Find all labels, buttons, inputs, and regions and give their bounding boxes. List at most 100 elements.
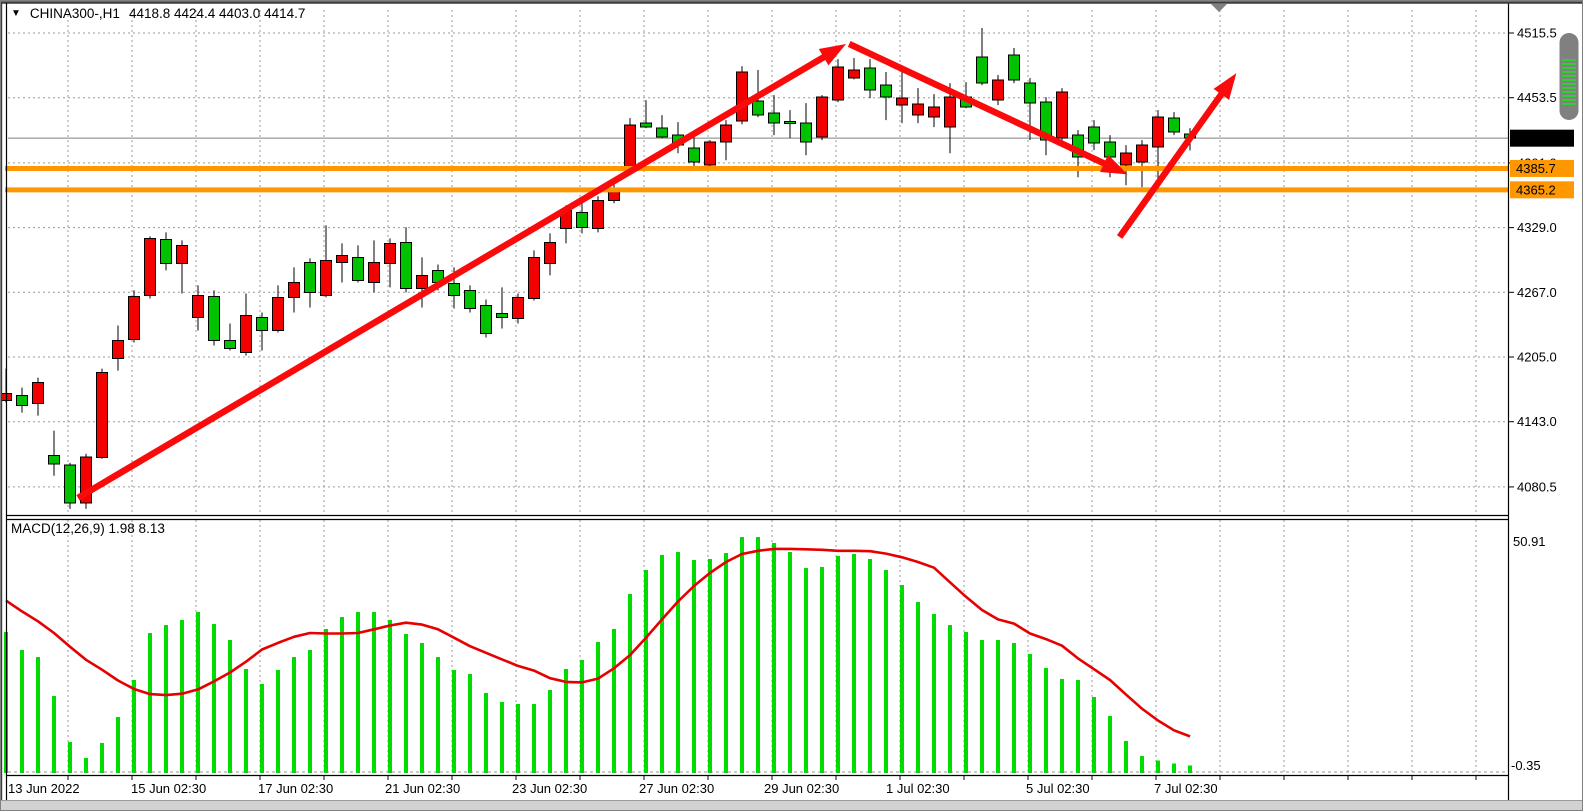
macd-histogram-bar xyxy=(420,642,424,773)
macd-histogram-bar xyxy=(1012,642,1016,773)
macd-histogram-bar xyxy=(596,641,600,773)
chart-shift-marker[interactable] xyxy=(1211,4,1227,12)
macd-histogram-bar xyxy=(996,640,1000,773)
macd-histogram-bar xyxy=(868,559,872,773)
candle-bearish xyxy=(176,244,188,264)
macd-histogram-bar xyxy=(20,649,24,773)
trend-arrow[interactable] xyxy=(1116,73,1237,239)
price-tick-label: 4080.5 xyxy=(1517,479,1557,494)
candle-bullish xyxy=(1024,82,1036,104)
candle-bearish xyxy=(96,372,108,459)
window-bottom-strip xyxy=(0,800,1583,811)
macd-histogram-bar xyxy=(484,693,488,773)
macd-histogram-bar xyxy=(964,632,968,773)
macd-histogram-bar xyxy=(900,585,904,773)
macd-histogram-bar xyxy=(788,552,792,773)
macd-histogram-bar xyxy=(932,614,936,773)
macd-histogram-bar xyxy=(804,568,808,773)
macd-histogram-bar xyxy=(228,640,232,773)
candle-bullish xyxy=(64,464,76,504)
candle-bearish xyxy=(32,382,44,405)
macd-histogram-bar xyxy=(68,742,72,773)
time-tick-label: 17 Jun 02:30 xyxy=(258,781,333,796)
candle-bullish xyxy=(224,340,236,350)
macd-histogram-bar xyxy=(580,659,584,773)
price-tick-label: 4329.0 xyxy=(1517,220,1557,235)
price-tick-label: 4453.5 xyxy=(1517,90,1557,105)
candle-bullish xyxy=(208,295,220,342)
time-tick-label: 15 Jun 02:30 xyxy=(131,781,206,796)
macd-histogram-bar xyxy=(1140,756,1144,773)
time-tick-label: 27 Jun 02:30 xyxy=(639,781,714,796)
candle-bearish xyxy=(624,124,636,168)
macd-histogram-bar xyxy=(212,624,216,773)
candle-bullish xyxy=(1040,101,1052,141)
candle-bullish xyxy=(576,211,588,228)
candle-bearish xyxy=(80,456,92,504)
macd-histogram-bar xyxy=(196,611,200,773)
symbol-period-label: CHINA300-,H1 xyxy=(29,6,120,21)
candle-bullish xyxy=(864,67,876,91)
time-tick-label: 1 Jul 02:30 xyxy=(886,781,950,796)
candle-bullish xyxy=(448,282,460,296)
candle-bullish xyxy=(1088,126,1100,144)
macd-histogram-bar xyxy=(244,669,248,773)
candle-bullish xyxy=(1008,54,1020,81)
trend-arrow[interactable] xyxy=(76,43,846,501)
macd-histogram-bar xyxy=(772,543,776,773)
candle-bullish xyxy=(688,147,700,163)
candle-bearish xyxy=(544,241,556,264)
macd-max-label: 50.91 xyxy=(1513,534,1546,549)
candle-bearish xyxy=(704,141,716,166)
candle-bearish xyxy=(720,124,732,143)
candle-bearish xyxy=(288,282,300,298)
macd-histogram-bar xyxy=(148,633,152,773)
macd-histogram-bar xyxy=(708,559,712,773)
candle-bearish xyxy=(144,237,156,296)
candle-bearish xyxy=(528,256,540,299)
candle-bearish xyxy=(240,314,252,354)
macd-histogram-bar xyxy=(1188,765,1192,773)
macd-histogram-bar xyxy=(132,680,136,773)
candle-bearish xyxy=(928,106,940,118)
macd-histogram-bar xyxy=(516,704,520,773)
level-price-tag xyxy=(1510,181,1574,199)
macd-histogram-bar xyxy=(948,625,952,773)
macd-histogram-bar xyxy=(164,625,168,773)
macd-histogram-bar xyxy=(100,743,104,773)
macd-histogram-bar xyxy=(916,601,920,773)
macd-histogram-bar xyxy=(1124,741,1128,773)
chart-title: ▼ CHINA300-,H1 4418.8 4424.4 4403.0 4414… xyxy=(11,6,305,21)
macd-histogram-bar xyxy=(1108,716,1112,773)
candle-bullish xyxy=(256,316,268,332)
macd-histogram-bar xyxy=(468,673,472,773)
macd-histogram-bar xyxy=(388,619,392,773)
macd-histogram-bar xyxy=(852,554,856,773)
candle-bearish xyxy=(128,295,140,341)
candle-bearish xyxy=(320,259,332,296)
trend-arrow[interactable] xyxy=(847,41,1128,175)
macd-histogram-bar xyxy=(276,670,280,773)
time-tick-label: 29 Jun 02:30 xyxy=(764,781,839,796)
time-tick-label: 23 Jun 02:30 xyxy=(512,781,587,796)
candle-bearish xyxy=(992,79,1004,101)
macd-histogram-bar xyxy=(740,537,744,773)
scrollbar-thumb[interactable] xyxy=(1559,33,1579,120)
symbol-dropdown-icon[interactable]: ▼ xyxy=(11,7,21,19)
level-price-tag-label: 4385.7 xyxy=(1516,161,1556,176)
candle-bearish xyxy=(1120,152,1132,166)
candle-bearish xyxy=(1136,144,1148,163)
macd-histogram-bar xyxy=(500,702,504,773)
candle-bearish xyxy=(384,242,396,264)
candle-bearish xyxy=(736,71,748,122)
candle-bullish xyxy=(304,261,316,293)
time-tick-label: 13 Jun 2022 xyxy=(8,781,80,796)
candle-bearish xyxy=(272,296,284,332)
macd-histogram-bar xyxy=(452,670,456,773)
candle-bullish xyxy=(1168,117,1180,133)
candle-bearish xyxy=(416,274,428,289)
macd-histogram-bar xyxy=(180,619,184,773)
macd-histogram-bar xyxy=(308,649,312,773)
candle-bearish xyxy=(912,103,924,116)
